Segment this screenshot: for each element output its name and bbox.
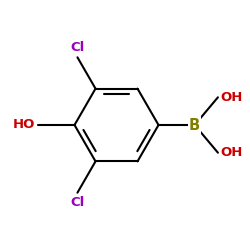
Text: HO: HO	[13, 118, 36, 132]
Text: OH: OH	[221, 91, 243, 104]
Text: Cl: Cl	[70, 196, 84, 209]
Text: Cl: Cl	[70, 41, 84, 54]
Text: OH: OH	[221, 146, 243, 159]
Text: B: B	[189, 118, 200, 132]
